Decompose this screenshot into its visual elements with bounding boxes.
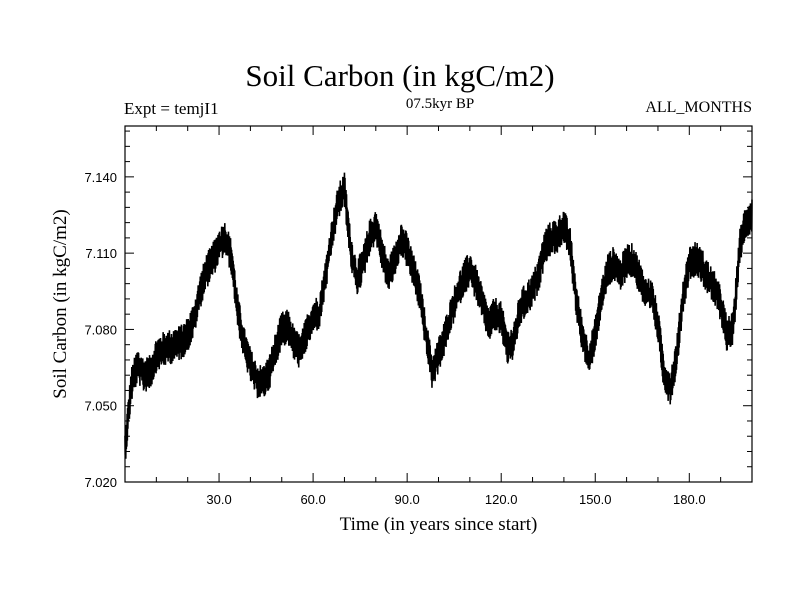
- months-label: ALL_MONTHS: [645, 99, 752, 116]
- chart-subtitle: 07.5kyr BP: [405, 96, 475, 112]
- y-axis-title: Soil Carbon (in kgC/m2): [50, 209, 71, 398]
- y-tick-label: 7.050: [84, 399, 117, 414]
- axis-ticks: [125, 126, 752, 483]
- series-layer: [124, 172, 753, 459]
- series-line-soil-carbon: [124, 172, 753, 459]
- tick-labels: 30.0 60.0 90.0 120.0 150.0 180.0 7.020 7.050 7.0…: [84, 170, 705, 507]
- y-tick-label: 7.110: [85, 246, 117, 261]
- x-axis-title: Time (in years since start): [340, 514, 538, 535]
- y-tick-label: 7.020: [84, 475, 117, 490]
- y-tick-label: 7.140: [84, 170, 117, 185]
- experiment-label: Expt = temjI1: [124, 99, 219, 118]
- x-tick-label: 90.0: [394, 492, 419, 507]
- x-tick-label: 180.0: [673, 492, 706, 507]
- x-tick-label: 150.0: [579, 492, 612, 507]
- x-tick-label: 60.0: [300, 492, 325, 507]
- x-tick-label: 120.0: [485, 492, 518, 507]
- x-tick-label: 30.0: [206, 492, 231, 507]
- chart-title: Soil Carbon (in kgC/m2): [245, 58, 555, 93]
- y-tick-label: 7.080: [84, 322, 117, 337]
- plot-frame: [124, 125, 753, 483]
